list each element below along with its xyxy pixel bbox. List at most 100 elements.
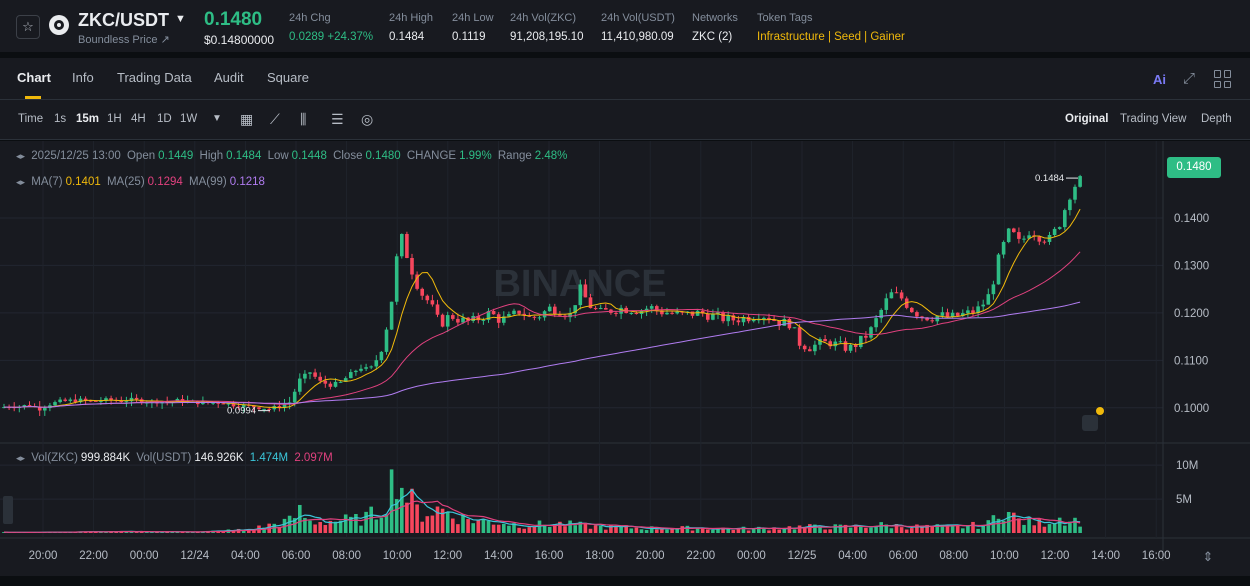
view-original[interactable]: Original xyxy=(1065,113,1109,125)
interval-more-dropdown-icon[interactable]: ▼ xyxy=(212,113,222,124)
volume-bar xyxy=(542,524,547,533)
time-tick-label: 08:00 xyxy=(332,550,361,562)
candle-body xyxy=(716,312,720,314)
tab-audit[interactable]: Audit xyxy=(214,70,244,85)
candle-body xyxy=(440,314,445,327)
indicator-settings-icon[interactable]: ☰ xyxy=(331,111,344,127)
volume-bar xyxy=(706,529,710,533)
tab-info[interactable]: Info xyxy=(72,70,94,85)
interval-1h[interactable]: 1H xyxy=(107,113,122,125)
time-tick-label: 00:00 xyxy=(130,550,159,562)
volume-bar xyxy=(843,524,848,533)
interval-15m[interactable]: 15m xyxy=(76,113,100,125)
volume-bar xyxy=(757,526,761,533)
candle-body xyxy=(1063,210,1067,228)
tab-trading-data[interactable]: Trading Data xyxy=(117,70,192,85)
volume-bar xyxy=(762,527,766,533)
candle-body xyxy=(889,292,894,299)
stat-networks[interactable]: Networks ZKC (2) xyxy=(692,12,738,43)
volume-legend[interactable]: ◂▸ Vol(ZKC) 999.884K Vol(USDT) 146.926K 1.… xyxy=(16,452,333,464)
candle-body xyxy=(746,316,751,322)
notification-dot-icon xyxy=(1096,407,1104,415)
ma7-line xyxy=(4,208,1081,409)
favorite-star-icon[interactable]: ☆ xyxy=(16,15,40,39)
volume-bar xyxy=(940,524,945,533)
volume-bar xyxy=(338,520,343,533)
collapse-handle xyxy=(3,496,13,524)
ai-button[interactable]: Ai xyxy=(1153,72,1166,87)
volume-bar xyxy=(950,525,955,533)
volume-bar xyxy=(935,524,940,533)
candle-body xyxy=(1012,228,1016,233)
candle-type-icon[interactable]: ⫼ xyxy=(300,111,307,127)
volume-bar xyxy=(139,531,144,533)
volume-bar xyxy=(247,529,251,533)
high-marker-label: 0.1484 xyxy=(1035,173,1064,184)
ohlc-close: 0.1480 xyxy=(365,150,401,162)
view-trading-view[interactable]: Trading View xyxy=(1120,113,1187,125)
volume-bar xyxy=(629,528,634,533)
candle-body xyxy=(216,402,220,404)
candle-body xyxy=(22,405,27,407)
time-tick-label: 04:00 xyxy=(838,550,867,562)
time-tick-label: 14:00 xyxy=(1091,550,1120,562)
stat-24h-change: 24h Chg 0.0289 +24.37% xyxy=(289,12,374,43)
interval-1w[interactable]: 1W xyxy=(180,113,198,125)
tab-chart[interactable]: Chart xyxy=(17,70,51,85)
volume-bar xyxy=(517,527,521,533)
candle-body xyxy=(124,401,129,403)
candle-body xyxy=(384,329,389,352)
candle-body xyxy=(598,308,603,310)
volume-bar xyxy=(354,514,358,533)
volume-bar xyxy=(104,532,108,533)
interval-time[interactable]: Time xyxy=(18,113,44,125)
pair-title[interactable]: ZKC/USDT xyxy=(78,10,169,30)
volume-bar xyxy=(899,527,904,533)
stat-24h-low: 24h Low 0.1119 xyxy=(452,12,494,43)
calendar-icon[interactable]: ▦ xyxy=(240,111,254,127)
volume-bar xyxy=(966,526,970,533)
indicator-chart-icon[interactable]: ⟋ xyxy=(270,111,280,127)
candle-body xyxy=(461,317,465,323)
volume-bar xyxy=(175,532,180,533)
interval-4h[interactable]: 4H xyxy=(131,113,146,125)
volume-bar xyxy=(553,524,557,533)
volume-bar xyxy=(461,514,465,533)
volume-bar xyxy=(624,525,628,533)
pair-dropdown-icon[interactable]: ▼ xyxy=(175,13,186,25)
layout-grid-icon[interactable] xyxy=(1214,70,1232,88)
chart-toolbar: Time 1s 15m 1H 4H 1D 1W ▼ ▦ ⟋ ⫼ ☰ ◎ Orig… xyxy=(0,100,1250,140)
volume-bar xyxy=(818,527,822,533)
ohlc-date: 2025/12/25 13:00 xyxy=(31,150,121,162)
candle-body xyxy=(634,312,639,315)
volume-bar xyxy=(124,531,129,533)
candle-body xyxy=(925,317,929,321)
price-tick-label: 0.1200 xyxy=(1174,308,1209,320)
stat-24h-vol-zkc: 24h Vol(ZKC) 91,208,195.10 xyxy=(510,12,584,43)
candle-body xyxy=(813,344,817,352)
ma-legend[interactable]: ◂▸ MA(7) 0.1401 MA(25) 0.1294 MA(99) 0.1218 xyxy=(16,176,265,188)
candle-body xyxy=(910,307,914,313)
interval-1d[interactable]: 1D xyxy=(157,113,172,125)
stat-token-tags[interactable]: Token Tags Infrastructure | Seed | Gaine… xyxy=(757,12,905,43)
volume-bar xyxy=(904,529,909,533)
interval-1s[interactable]: 1s xyxy=(54,113,67,125)
volume-bar xyxy=(496,524,501,533)
fullscreen-icon[interactable]: ⤢ xyxy=(1183,70,1196,87)
stat-24h-vol-usdt: 24h Vol(USDT) 11,410,980.09 xyxy=(601,12,675,43)
candle-body xyxy=(874,318,878,328)
volume-bar xyxy=(328,520,333,533)
time-tick-label: 00:00 xyxy=(737,550,766,562)
chart-settings-icon[interactable]: ◎ xyxy=(361,111,374,127)
volume-bar xyxy=(568,520,572,533)
tab-square[interactable]: Square xyxy=(267,70,309,85)
volume-bar xyxy=(1073,517,1077,533)
price-link[interactable]: Boundless Price ↗ xyxy=(78,34,170,46)
volume-bar xyxy=(848,527,853,533)
candle-body xyxy=(971,310,975,313)
view-depth[interactable]: Depth xyxy=(1201,113,1232,125)
candlestick-chart[interactable]: BINANCE 0.14000.13000.12000.11000.100010… xyxy=(0,141,1250,576)
candle-body xyxy=(119,400,124,403)
volume-bar xyxy=(655,529,659,533)
volume-bar xyxy=(272,523,277,533)
